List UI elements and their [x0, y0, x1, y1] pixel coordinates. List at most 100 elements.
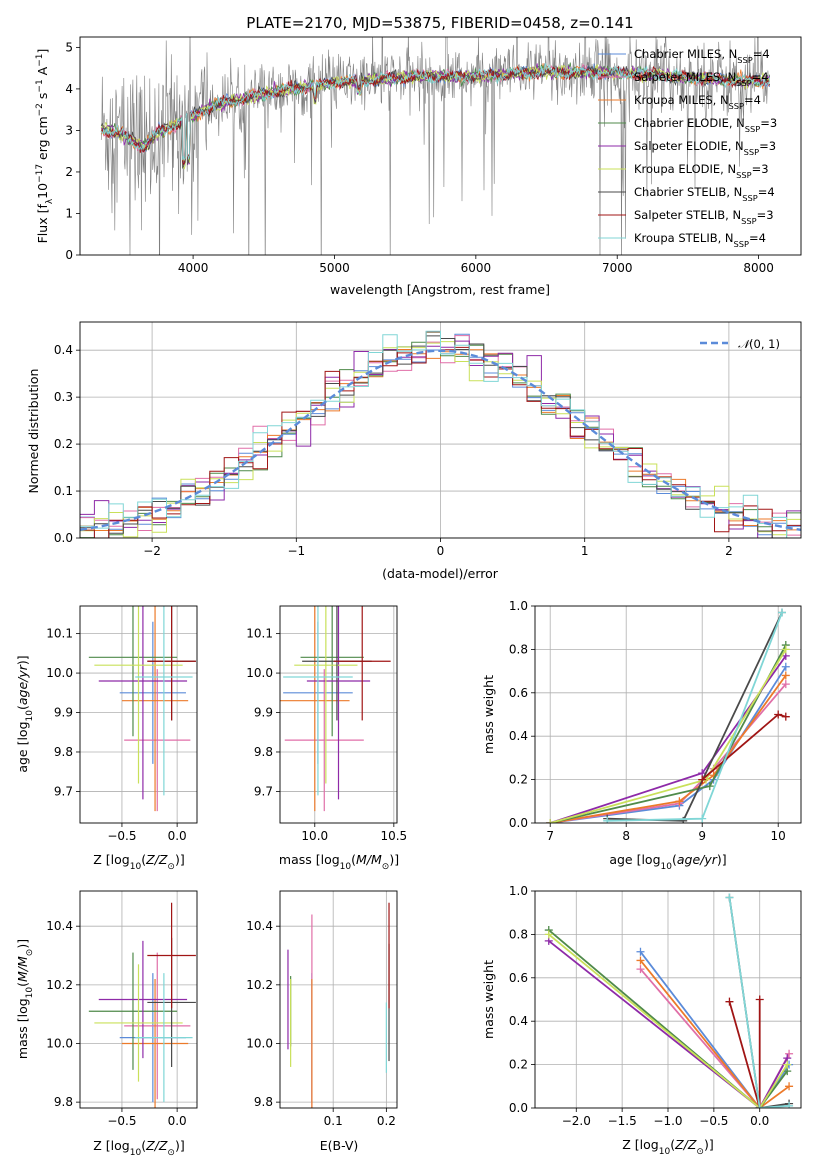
marker-salpeter_stelib [725, 997, 734, 1006]
marker-kroupa_miles [675, 797, 684, 806]
axes-frame [534, 890, 802, 1109]
y-tick-label: 10.4 [246, 919, 273, 933]
x-tick-label: 6000 [461, 261, 492, 275]
marker-chabrier_miles [781, 662, 790, 671]
series-chabrier_miles [639, 951, 790, 1108]
y-tick-label: 9.8 [54, 1095, 73, 1109]
axes-spectrum: 4000 5000 6000 7000 8000 0 1 2 3 4 5 [65, 36, 802, 275]
legend-label-chabrier_elodie: Chabrier ELODIE, NSSP=3 [634, 116, 777, 134]
marker-chabrier_miles [636, 947, 645, 956]
x-tick-label: 10.0 [301, 829, 328, 843]
y-tick-label: 10.4 [46, 919, 73, 933]
y-tick-label: 3 [65, 123, 73, 137]
y-tick-label: 9.9 [254, 706, 273, 720]
y-tick-label: 0.2 [54, 437, 73, 451]
series-kroupa_stelib [728, 897, 790, 1108]
legend-label-kroupa_stelib: Kroupa STELIB, NSSP=4 [634, 231, 766, 249]
series-salpeter_elodie [548, 940, 788, 1108]
y-tick-label: 0.8 [509, 927, 528, 941]
axes-frame [279, 605, 398, 824]
x-axis-label: wavelength [Angstrom, rest frame] [330, 282, 550, 297]
x-tick-label: 0 [437, 544, 445, 558]
x-axis-label: Z [log10(Z/Z⊙)] [93, 1138, 184, 1158]
x-tick-label: −2.0 [562, 1114, 591, 1128]
marker-chabrier_elodie [705, 782, 714, 791]
legend-label-salpeter_miles: Salpeter MILES, NSSP=4 [634, 70, 769, 88]
marker-kroupa_elodie [781, 645, 790, 654]
y-axis-label: age [log10(age/yr)] [15, 655, 35, 772]
axes-frame [79, 890, 198, 1109]
y-tick-label: 1.0 [509, 884, 528, 898]
x-tick-label: 2 [725, 544, 733, 558]
axes-frame [279, 890, 398, 1109]
marker-kroupa_miles [636, 956, 645, 965]
series-kroupa_miles [639, 959, 790, 1108]
x-tick-label: 9 [698, 829, 706, 843]
axes-age_vs_Z: −0.5 0.0 9.7 9.8 9.9 10.0 10.1 [46, 605, 198, 843]
y-tick-label: 10.0 [246, 666, 273, 680]
y-axis-label: Flux [fλ10−17 erg cm−2 s−1 A−1] [35, 49, 55, 244]
y-tick-label: 0 [65, 248, 73, 262]
x-tick-label: 4000 [178, 261, 209, 275]
y-tick-label: 0.8 [509, 642, 528, 656]
marker-kroupa_elodie [546, 819, 555, 823]
x-axis-label: E(B-V) [320, 1138, 359, 1153]
series-salpeter_miles [639, 968, 790, 1108]
y-tick-label: 0.4 [54, 343, 73, 357]
legend-label-salpeter_elodie: Salpeter ELODIE, NSSP=3 [634, 139, 776, 157]
marker-kroupa_stelib [755, 1104, 764, 1108]
series-kroupa_elodie [548, 933, 788, 1108]
series-salpeter_stelib [728, 999, 761, 1108]
x-tick-label: 1 [581, 544, 589, 558]
x-tick-label: −1.5 [608, 1114, 637, 1128]
legend-label-kroupa_elodie: Kroupa ELODIE, NSSP=3 [634, 162, 769, 180]
y-axis-label: mass weight [481, 960, 496, 1039]
series-chabrier_miles [550, 666, 787, 823]
y-tick-label: 0.4 [509, 729, 528, 743]
marker-kroupa_stelib [785, 1101, 794, 1108]
plot-area-age_vs_Z [80, 606, 197, 823]
x-tick-label: 0.0 [168, 829, 187, 843]
legend-label-chabrier_miles: Chabrier MILES, NSSP=4 [634, 47, 770, 65]
axes-mass_vs_Z: −0.5 0.0 9.8 10.0 10.2 10.4 [46, 890, 198, 1128]
plot-area-residual_hist [80, 322, 801, 538]
y-tick-label: 0.6 [509, 971, 528, 985]
y-axis-label: mass weight [481, 675, 496, 754]
y-tick-label: 10.0 [246, 1036, 273, 1050]
plot-area-mass_vs_ebv [280, 891, 397, 1108]
marker-kroupa_stelib [725, 893, 734, 902]
legend-label-chabrier_stelib: Chabrier STELIB, NSSP=4 [634, 185, 775, 203]
marker-kroupa_elodie [544, 930, 553, 939]
y-tick-label: 9.8 [254, 1095, 273, 1109]
marker-salpeter_miles [785, 1049, 794, 1058]
marker-chabrier_stelib [679, 816, 688, 823]
y-tick-label: 9.7 [254, 784, 273, 798]
x-axis-label: mass [log10(M/M⊙)] [279, 852, 399, 872]
x-tick-label: 8 [622, 829, 630, 843]
y-tick-label: 1.0 [509, 599, 528, 613]
y-tick-label: 10.1 [246, 627, 273, 641]
histogram-kroupa_stelib [80, 330, 801, 538]
plot-area-spectrum [100, 37, 770, 255]
y-tick-label: 1 [65, 206, 73, 220]
axes-residual_hist: −2 −1 0 1 2 0.0 0.1 0.2 0.3 0.4 [54, 321, 802, 558]
legend-spectrum: Chabrier MILES, NSSP=4 Salpeter MILES, NS… [598, 47, 777, 249]
y-tick-label: 10.2 [246, 978, 273, 992]
plot-area-weight_vs_age [535, 606, 801, 823]
plot-area-mass_vs_Z [80, 891, 197, 1108]
y-tick-label: 4 [65, 82, 73, 96]
marker-kroupa_miles [785, 1082, 794, 1091]
x-axis-label: Z [log10(Z/Z⊙)] [622, 1137, 713, 1157]
x-tick-label: −0.5 [107, 1114, 136, 1128]
plot-area-age_vs_mass [280, 606, 397, 823]
x-tick-label: −0.5 [107, 829, 136, 843]
chart-title: PLATE=2170, MJD=53875, FIBERID=0458, z=0… [246, 14, 633, 32]
y-tick-label: 10.2 [46, 978, 73, 992]
y-tick-label: 9.9 [54, 706, 73, 720]
axes-mass_vs_ebv: 0.1 0.2 9.8 10.0 10.2 10.4 [246, 890, 398, 1128]
x-tick-label: −0.5 [699, 1114, 728, 1128]
x-tick-label: 7000 [602, 261, 633, 275]
axes-frame [79, 605, 198, 824]
marker-salpeter_stelib [755, 995, 764, 1004]
y-tick-label: 0.2 [509, 1058, 528, 1072]
